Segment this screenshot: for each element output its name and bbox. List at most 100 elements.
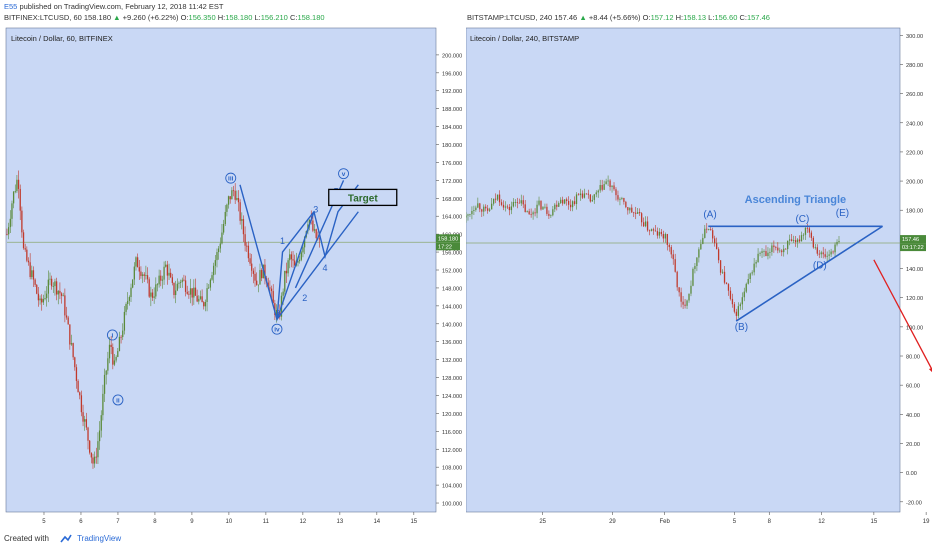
right-candle-body — [775, 247, 777, 248]
right-candle-body — [607, 180, 609, 182]
right-candle-body — [818, 253, 820, 255]
right-candle-body — [773, 245, 775, 248]
left-candle-body — [299, 259, 301, 262]
left-candle-body — [127, 300, 129, 304]
left-candle-body — [287, 260, 289, 274]
right-candle-body — [696, 257, 698, 267]
right-ticker-price: 157.46 — [554, 13, 578, 22]
right-candle-body — [633, 212, 635, 214]
left-candle-body — [49, 278, 51, 280]
right-candle-body — [524, 204, 526, 213]
right-candle-body — [473, 210, 475, 211]
left-ticker-change: +9.260 (+6.22%) — [122, 13, 179, 22]
tradingview-brand-link[interactable]: TradingView — [77, 534, 122, 544]
right-candle-body — [668, 244, 670, 248]
left-candle-body — [191, 288, 193, 298]
right-chart-svg[interactable]: (A) (B) (C) (D) (E) Ascending Triangle -20.00… — [465, 26, 932, 526]
left-candle-body — [62, 295, 64, 297]
left-candle-body — [145, 275, 147, 276]
right-candle-body — [781, 250, 783, 253]
left-candle-body — [52, 286, 54, 287]
left-candle-body — [133, 266, 135, 280]
left-candle-body — [9, 218, 11, 228]
right-candle-body — [625, 201, 627, 208]
left-wave-label: i — [111, 332, 113, 339]
left-candle-body — [11, 203, 13, 219]
right-candle-body — [585, 193, 588, 195]
right-plot-area[interactable] — [465, 27, 901, 513]
right-candle-body — [514, 202, 516, 203]
right-ticker-symbol[interactable]: BITSTAMP:LTCUSD, 240 — [467, 13, 553, 22]
left-candle-body — [50, 278, 53, 287]
left-x-tick-label: 14 — [373, 519, 380, 525]
right-candle-body — [771, 245, 773, 253]
left-x-tick-label: 6 — [79, 519, 83, 525]
left-wave-label: 1 — [280, 236, 285, 246]
left-y-tick-label: 172.000 — [442, 179, 462, 185]
left-candle-body — [31, 270, 33, 278]
right-candle-body — [475, 207, 477, 211]
left-candle-body — [155, 284, 157, 297]
right-candle-body — [635, 212, 637, 214]
left-y-tick-label: 108.000 — [442, 466, 462, 472]
right-candle-body — [571, 201, 574, 208]
right-candle-body — [646, 221, 649, 231]
right-candle-body — [562, 199, 564, 204]
right-candle-body — [745, 283, 747, 292]
publish-line: E55 published on TradingView.com, Februa… — [4, 2, 223, 11]
left-candle-body — [264, 264, 266, 279]
right-candle-body — [613, 185, 615, 190]
left-candle-body — [308, 219, 311, 225]
left-y-tick-label: 100.000 — [442, 502, 462, 508]
right-candle-body — [802, 234, 805, 236]
right-candle-body — [467, 214, 469, 216]
left-candle-body — [19, 188, 21, 211]
left-candle-body — [184, 280, 187, 292]
right-chart-panel[interactable]: (A) (B) (C) (D) (E) Ascending Triangle -20.00… — [465, 26, 932, 526]
right-o-value: 157.12 — [650, 13, 674, 22]
left-candle-body — [219, 243, 221, 249]
left-candle-body — [151, 292, 154, 298]
right-candle-body — [512, 202, 515, 207]
left-candle-body — [47, 279, 49, 294]
right-candle-body — [757, 253, 759, 262]
right-candle-body — [765, 251, 767, 257]
right-candle-body — [800, 235, 803, 242]
left-chart-svg[interactable]: iiiviiiiv12345Target 100.000104.000108.0… — [3, 26, 465, 526]
right-candle-body — [615, 189, 617, 196]
left-y-tick-label: 124.000 — [442, 394, 462, 400]
right-candle-body — [806, 227, 809, 229]
right-candle-body — [536, 204, 538, 214]
right-candle-body — [469, 214, 471, 215]
right-candle-body — [479, 203, 481, 210]
right-y-tick-label: 220.00 — [906, 150, 923, 156]
right-candle-body — [652, 229, 655, 231]
right-candle-body — [725, 282, 728, 285]
left-candle-body — [237, 198, 240, 203]
left-candle-body — [34, 279, 36, 285]
left-plot-area[interactable] — [5, 27, 437, 513]
left-wave-label: iv — [274, 327, 280, 334]
left-y-tick-label: 120.000 — [442, 412, 462, 418]
author-link[interactable]: E55 — [4, 2, 18, 11]
right-candle-body — [814, 247, 816, 249]
right-x-tick-label: 19 — [923, 519, 930, 525]
left-ticker-symbol[interactable]: BITFINEX:LTCUSD, 60 — [4, 13, 82, 22]
left-chart-panel[interactable]: iiiviiiiv12345Target 100.000104.000108.0… — [3, 26, 465, 526]
left-y-tick-label: 188.000 — [442, 107, 462, 113]
right-candle-body — [581, 193, 584, 198]
right-candle-body — [564, 199, 566, 204]
left-y-tick-label: 136.000 — [442, 340, 462, 346]
right-candle-body — [710, 229, 712, 231]
right-candle-body — [686, 300, 688, 306]
left-candle-body — [75, 367, 78, 381]
left-wave-label-circle — [271, 323, 283, 335]
right-projection-arrow — [873, 259, 932, 371]
left-candle-body — [115, 356, 117, 361]
right-y-tick-label: 80.00 — [906, 355, 920, 361]
left-wave-label-circle — [225, 172, 237, 184]
left-candle-body — [143, 274, 145, 276]
right-candle-body — [836, 242, 838, 245]
right-candle-body — [481, 209, 483, 212]
right-y-tick-label: 200.00 — [906, 180, 923, 186]
